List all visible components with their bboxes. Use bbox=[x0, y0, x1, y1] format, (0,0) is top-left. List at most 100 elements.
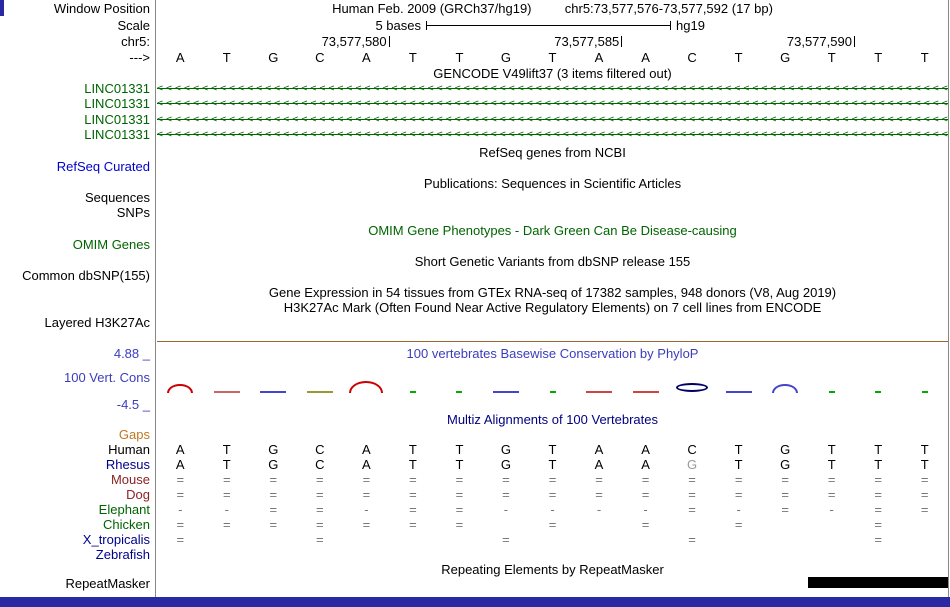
scale-bar bbox=[426, 21, 671, 30]
alignment-symbol: = bbox=[502, 532, 510, 547]
alignment-base: A bbox=[362, 457, 371, 472]
gene-transcript[interactable]: <<<<<<<<<<<<<<<<<<<<<<<<<<<<<<<<<<<<<<<<… bbox=[157, 96, 948, 111]
alignment-symbol: = bbox=[920, 502, 929, 517]
alignment-symbol: = bbox=[688, 472, 696, 487]
h3k27ac-track-title[interactable]: H3K27Ac Mark (Often Found Near Active Re… bbox=[283, 300, 822, 315]
scale-label: Scale bbox=[117, 18, 150, 33]
alignment-base: A bbox=[175, 457, 185, 472]
refseq-track-title[interactable]: RefSeq genes from NCBI bbox=[479, 145, 626, 160]
alignment-symbol: = bbox=[269, 517, 278, 532]
alignment-symbol bbox=[529, 427, 576, 442]
conservation-mark bbox=[260, 391, 287, 393]
species-label[interactable]: Gaps bbox=[118, 427, 150, 442]
alignment-symbol bbox=[669, 427, 716, 442]
alignment-symbol bbox=[483, 547, 530, 562]
alignment-symbol bbox=[343, 427, 390, 442]
alignment-symbol: = bbox=[222, 517, 231, 532]
repeat-element[interactable] bbox=[808, 577, 948, 588]
alignment-symbol: = bbox=[641, 487, 650, 502]
layered-h3k27ac-label[interactable]: Layered H3K27Ac bbox=[44, 315, 150, 330]
alignment-symbol bbox=[250, 532, 297, 547]
common-dbsnp-label[interactable]: Common dbSNP(155) bbox=[22, 268, 150, 283]
alignment-row: = = = = = bbox=[157, 532, 948, 547]
alignment-symbol bbox=[855, 547, 902, 562]
publications-track-title[interactable]: Publications: Sequences in Scientific Ar… bbox=[423, 176, 682, 191]
alignment-symbol: = bbox=[455, 517, 464, 532]
gene-label[interactable]: LINC01331 bbox=[84, 112, 150, 127]
conservation-mark bbox=[306, 391, 333, 393]
alignment-symbol bbox=[855, 427, 902, 442]
alignment-symbol: = bbox=[176, 532, 185, 547]
species-label[interactable]: Zebrafish bbox=[95, 547, 150, 562]
species-label[interactable]: Rhesus bbox=[105, 457, 150, 472]
sequences-label[interactable]: Sequences bbox=[84, 190, 150, 205]
gene-label[interactable]: LINC01331 bbox=[84, 81, 150, 96]
alignment-symbol: = bbox=[734, 487, 743, 502]
alignment-base: C bbox=[687, 442, 697, 457]
repeatmasker-label[interactable]: RepeatMasker bbox=[65, 576, 150, 591]
alignment-symbol bbox=[762, 547, 809, 562]
refseq-curated-label[interactable]: RefSeq Curated bbox=[56, 159, 150, 174]
gene-label[interactable]: LINC01331 bbox=[84, 96, 150, 111]
ruler-tick-label: 73,577,590 bbox=[786, 34, 852, 49]
gene-label[interactable]: LINC01331 bbox=[84, 127, 150, 142]
alignment-symbol: = bbox=[827, 487, 836, 502]
conservation-mark bbox=[676, 383, 709, 392]
alignment-symbol bbox=[576, 427, 623, 442]
conservation-mark bbox=[725, 391, 752, 393]
alignment-symbol bbox=[669, 517, 716, 532]
scale-track: 5 bases hg19 bbox=[157, 18, 948, 33]
alignment-base: T bbox=[734, 457, 743, 472]
snps-label[interactable]: SNPs bbox=[116, 205, 150, 220]
gene-transcript[interactable]: <<<<<<<<<<<<<<<<<<<<<<<<<<<<<<<<<<<<<<<<… bbox=[157, 127, 948, 142]
alignment-symbol: = bbox=[827, 472, 836, 487]
alignment-symbol bbox=[808, 547, 855, 562]
species-label[interactable]: Dog bbox=[126, 487, 150, 502]
gene-transcript[interactable]: <<<<<<<<<<<<<<<<<<<<<<<<<<<<<<<<<<<<<<<<… bbox=[157, 112, 948, 127]
alignment-base: A bbox=[641, 442, 650, 457]
alignment-symbol bbox=[250, 547, 297, 562]
alignment-base: T bbox=[408, 457, 417, 472]
alignment-symbol bbox=[483, 517, 530, 532]
gencode-track-title[interactable]: GENCODE V49lift37 (3 items filtered out) bbox=[433, 66, 672, 81]
gene-transcript[interactable]: <<<<<<<<<<<<<<<<<<<<<<<<<<<<<<<<<<<<<<<<… bbox=[157, 81, 948, 96]
left-border bbox=[155, 0, 156, 597]
gtex-track-title[interactable]: Gene Expression in 54 tissues from GTEx … bbox=[268, 285, 837, 300]
alignment-symbol: = bbox=[734, 472, 743, 487]
species-label[interactable]: Chicken bbox=[103, 517, 150, 532]
alignment-symbol: = bbox=[920, 472, 929, 487]
alignment-base: G bbox=[268, 457, 279, 472]
multiz-track-title[interactable]: Multiz Alignments of 100 Vertebrates bbox=[446, 412, 658, 427]
dbsnp-track-title[interactable]: Short Genetic Variants from dbSNP releas… bbox=[414, 254, 691, 269]
alignment-symbol: = bbox=[641, 472, 650, 487]
repeatmasker-track-title[interactable]: Repeating Elements by RepeatMasker bbox=[441, 562, 664, 577]
conservation-mark bbox=[409, 391, 416, 393]
omim-genes-label[interactable]: OMIM Genes bbox=[72, 237, 150, 252]
alignment-symbol bbox=[529, 532, 576, 547]
side-button-bar[interactable] bbox=[0, 0, 4, 16]
alignment-base: T bbox=[734, 442, 743, 457]
alignment-symbol bbox=[715, 427, 762, 442]
omim-track-title[interactable]: OMIM Gene Phenotypes - Dark Green Can Be… bbox=[368, 223, 737, 238]
strand-arrows: <<<<<<<<<<<<<<<<<<<<<<<<<<<<<<<<<<<<<<<<… bbox=[157, 114, 948, 125]
alignment-symbol: = bbox=[595, 487, 603, 502]
alignment-symbol: = bbox=[688, 502, 696, 517]
conservation-min-label: -4.5 _ bbox=[116, 397, 150, 412]
alignment-symbol: = bbox=[874, 502, 882, 517]
alignment-symbol bbox=[390, 427, 437, 442]
window-position-label: Window Position bbox=[53, 1, 150, 16]
base-letter: C bbox=[315, 50, 325, 65]
species-label[interactable]: X_tropicalis bbox=[82, 532, 150, 547]
alignment-symbol: = bbox=[455, 502, 464, 517]
alignment-symbol: = bbox=[874, 517, 882, 532]
species-label[interactable]: Mouse bbox=[110, 472, 150, 487]
species-label[interactable]: Elephant bbox=[98, 502, 150, 517]
alignment-symbol: = bbox=[362, 487, 371, 502]
phylop-track-title[interactable]: 100 vertebrates Basewise Conservation by… bbox=[406, 346, 699, 361]
vert-cons-label[interactable]: 100 Vert. Cons bbox=[64, 370, 150, 385]
species-label[interactable]: Human bbox=[108, 442, 150, 457]
alignment-symbol: = bbox=[548, 472, 557, 487]
base-letter: T bbox=[874, 50, 883, 65]
alignment-symbol: = bbox=[409, 487, 417, 502]
